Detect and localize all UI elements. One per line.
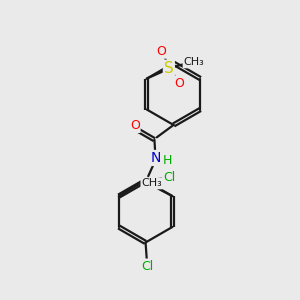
Text: Cl: Cl <box>163 171 175 184</box>
Text: O: O <box>130 119 140 132</box>
Text: S: S <box>164 61 174 76</box>
Text: CH₃: CH₃ <box>141 178 162 188</box>
Text: O: O <box>174 76 184 89</box>
Text: CH₃: CH₃ <box>184 57 204 68</box>
Text: N: N <box>151 151 161 165</box>
Text: Cl: Cl <box>141 260 153 272</box>
Text: H: H <box>162 154 172 167</box>
Text: O: O <box>157 45 166 58</box>
